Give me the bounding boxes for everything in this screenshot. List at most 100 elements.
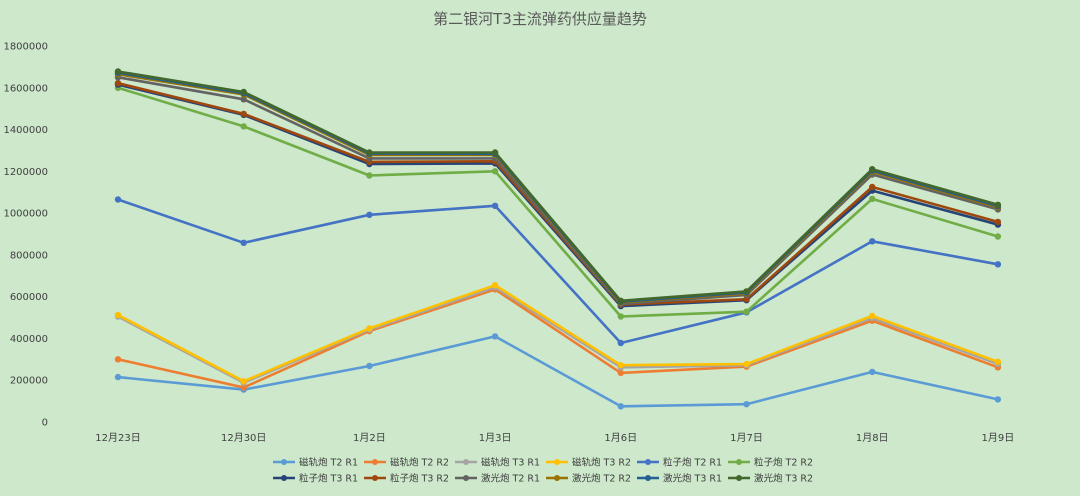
y-tick-label: 600000: [10, 292, 48, 303]
y-tick-label: 200000: [10, 376, 48, 387]
series-line: [116, 285, 1000, 385]
data-point: [114, 311, 122, 319]
legend-swatch-marker: [281, 475, 287, 481]
legend-item: 磁轨炮 T2 R1: [273, 457, 358, 469]
data-point: [869, 183, 876, 191]
data-point: [617, 369, 624, 377]
data-point: [114, 80, 122, 87]
legend-item: 激光炮 T2 R1: [455, 473, 540, 485]
data-point: [994, 233, 1002, 240]
y-tick-label: 1400000: [3, 125, 48, 136]
legend-swatch-marker: [645, 475, 651, 481]
series-line: [116, 335, 1000, 408]
legend-swatch-marker: [281, 459, 287, 465]
legend-item: 粒子炮 T2 R2: [728, 457, 813, 469]
data-point: [743, 401, 750, 408]
chart-title: 第二银河T3主流弹药供应量趋势: [433, 10, 647, 28]
data-point: [617, 403, 624, 410]
data-point: [617, 362, 624, 369]
data-point: [240, 88, 247, 96]
legend-swatch-marker: [736, 475, 742, 481]
legend-swatch-marker: [645, 459, 651, 465]
data-point: [491, 202, 499, 209]
series-line: [116, 70, 1000, 303]
data-point: [869, 195, 876, 203]
x-tick-label: 1月2日: [353, 432, 386, 444]
data-point: [743, 288, 750, 295]
series-line: [116, 86, 1000, 318]
data-point: [114, 373, 122, 381]
series-line: [116, 76, 1000, 306]
legend-item: 激光炮 T3 R1: [637, 473, 722, 485]
data-point: [491, 333, 499, 340]
legend-label: 粒子炮 T2 R1: [663, 457, 722, 469]
data-point: [114, 68, 122, 75]
data-point: [617, 313, 624, 320]
data-point: [743, 360, 750, 368]
series-line: [116, 81, 1000, 306]
data-point: [240, 110, 247, 118]
data-point: [994, 358, 1002, 365]
series: [114, 71, 1002, 306]
legend-label: 粒子炮 T3 R1: [299, 473, 358, 485]
data-point: [869, 166, 876, 173]
data-point: [240, 384, 247, 391]
data-point: [994, 218, 1002, 226]
data-point: [743, 308, 750, 315]
y-tick-label: 1800000: [3, 42, 48, 53]
legend-swatch-marker: [554, 475, 560, 481]
data-point: [491, 282, 499, 289]
series-line: [116, 283, 1000, 383]
legend-label: 磁轨炮 T2 R2: [390, 457, 449, 469]
data-point: [869, 312, 876, 320]
series: [114, 286, 1002, 391]
data-point: [366, 172, 373, 179]
legend-item: 粒子炮 T3 R1: [273, 473, 358, 485]
series-line: [116, 71, 1000, 304]
legend-swatch-marker: [372, 459, 378, 465]
series: [114, 69, 1002, 305]
data-point: [869, 368, 876, 376]
data-point: [491, 149, 499, 156]
series: [114, 84, 1002, 320]
data-point: [114, 356, 122, 363]
data-point: [617, 297, 624, 304]
y-tick-label: 1200000: [3, 167, 48, 178]
legend-swatch-marker: [554, 459, 560, 465]
x-tick-label: 12月30日: [221, 432, 266, 444]
data-point: [366, 362, 373, 370]
plot-area: [114, 68, 1002, 410]
legend-item: 激光炮 T3 R2: [728, 473, 813, 485]
x-tick-label: 12月23日: [95, 432, 140, 444]
data-point: [617, 339, 624, 347]
legend-label: 粒子炮 T2 R2: [754, 457, 813, 469]
data-point: [240, 96, 247, 103]
series-line: [116, 72, 1000, 304]
x-tick-label: 1月3日: [479, 432, 512, 444]
x-tick-label: 1月6日: [604, 432, 637, 444]
data-point: [994, 201, 1002, 208]
data-point: [366, 211, 373, 218]
series: [114, 333, 1002, 410]
legend-item: 磁轨炮 T3 R2: [546, 457, 631, 469]
legend-item: 粒子炮 T3 R2: [364, 473, 449, 485]
series-line: [116, 288, 1000, 389]
legend-label: 磁轨炮 T2 R1: [299, 457, 358, 469]
legend: 磁轨炮 T2 R1 磁轨炮 T2 R2 磁轨炮 T3 R1 磁轨炮 T3 R2 粒子炮 …: [273, 457, 813, 485]
legend-label: 激光炮 T3 R1: [663, 473, 722, 485]
data-point: [366, 149, 373, 156]
legend-swatch-marker: [463, 459, 469, 465]
legend-label: 磁轨炮 T3 R1: [481, 457, 540, 469]
data-point: [491, 168, 499, 175]
legend-swatch-marker: [736, 459, 742, 465]
legend-label: 粒子炮 T3 R2: [390, 473, 449, 485]
legend-item: 磁轨炮 T2 R2: [364, 457, 449, 469]
legend-item: 磁轨炮 T3 R1: [455, 457, 540, 469]
y-tick-label: 1600000: [3, 83, 48, 94]
legend-label: 激光炮 T2 R1: [481, 473, 540, 485]
legend-swatch-marker: [463, 475, 469, 481]
x-tick-label: 1月8日: [856, 432, 889, 444]
data-point: [869, 238, 876, 245]
